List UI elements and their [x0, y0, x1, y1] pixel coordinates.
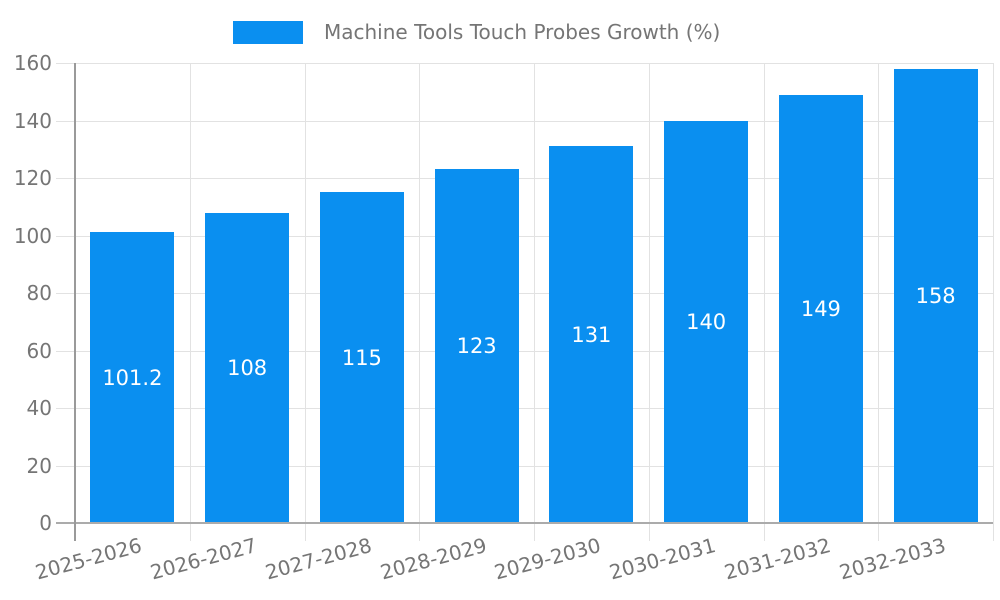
bar: 149: [778, 94, 863, 523]
bar: 140: [664, 120, 749, 523]
y-axis-label: 120: [13, 166, 52, 190]
gridline-vertical: [648, 63, 650, 541]
gridline-horizontal: [56, 350, 993, 352]
gridline-horizontal: [56, 63, 993, 64]
legend: Machine Tools Touch Probes Growth (%): [233, 20, 720, 44]
bar-value-label: 115: [341, 345, 382, 370]
gridline-vertical: [419, 63, 421, 541]
gridline-vertical: [304, 63, 306, 541]
gridline-vertical: [878, 63, 880, 541]
legend-swatch: [233, 20, 303, 44]
legend-label: Machine Tools Touch Probes Growth (%): [324, 20, 721, 44]
y-axis-label: 160: [13, 51, 52, 75]
x-axis-line: [56, 522, 993, 524]
x-axis-label: 2026-2027: [147, 533, 260, 585]
y-axis-label: 20: [26, 453, 52, 478]
x-axis-label: 2030-2031: [606, 533, 719, 585]
x-axis-label: 2027-2028: [262, 533, 375, 585]
bar-value-label: 108: [227, 355, 268, 380]
bar: 108: [205, 212, 290, 523]
gridline-horizontal: [56, 293, 993, 294]
bar-value-label: 140: [686, 309, 727, 334]
gridline-vertical: [189, 63, 191, 541]
gridline-horizontal: [56, 465, 993, 467]
gridline-horizontal: [56, 120, 993, 122]
x-axis-label: 2025-2026: [33, 533, 145, 585]
gridline-horizontal: [56, 178, 993, 179]
bar-value-label: 101.2: [102, 365, 163, 390]
bar-value-label: 158: [915, 283, 956, 308]
y-axis-label: 0: [39, 511, 52, 535]
bar: 158: [893, 68, 978, 523]
bar: 131: [549, 146, 634, 523]
bar: 123: [434, 169, 519, 523]
y-axis-label: 40: [26, 396, 52, 420]
y-axis-label: 60: [26, 338, 52, 363]
x-axis-label: 2029-2030: [492, 533, 604, 585]
x-axis-label: 2028-2029: [377, 533, 489, 585]
gridline-vertical: [993, 63, 994, 541]
gridline-vertical: [534, 63, 535, 541]
bar-value-label: 123: [456, 334, 497, 359]
bar-value-label: 131: [571, 322, 612, 347]
gridline-horizontal: [56, 235, 993, 237]
bar: 115: [319, 192, 404, 523]
y-axis-label: 140: [13, 108, 52, 133]
y-axis-line: [74, 63, 76, 541]
gridline-horizontal: [56, 408, 993, 409]
x-axis-label: 2032-2033: [836, 533, 948, 585]
gridline-vertical: [763, 63, 765, 541]
bar: 101.2: [90, 232, 175, 523]
y-axis-label: 100: [13, 223, 52, 248]
y-axis-label: 80: [26, 281, 52, 305]
bar-value-label: 149: [800, 296, 841, 321]
x-axis-label: 2031-2032: [721, 533, 834, 585]
